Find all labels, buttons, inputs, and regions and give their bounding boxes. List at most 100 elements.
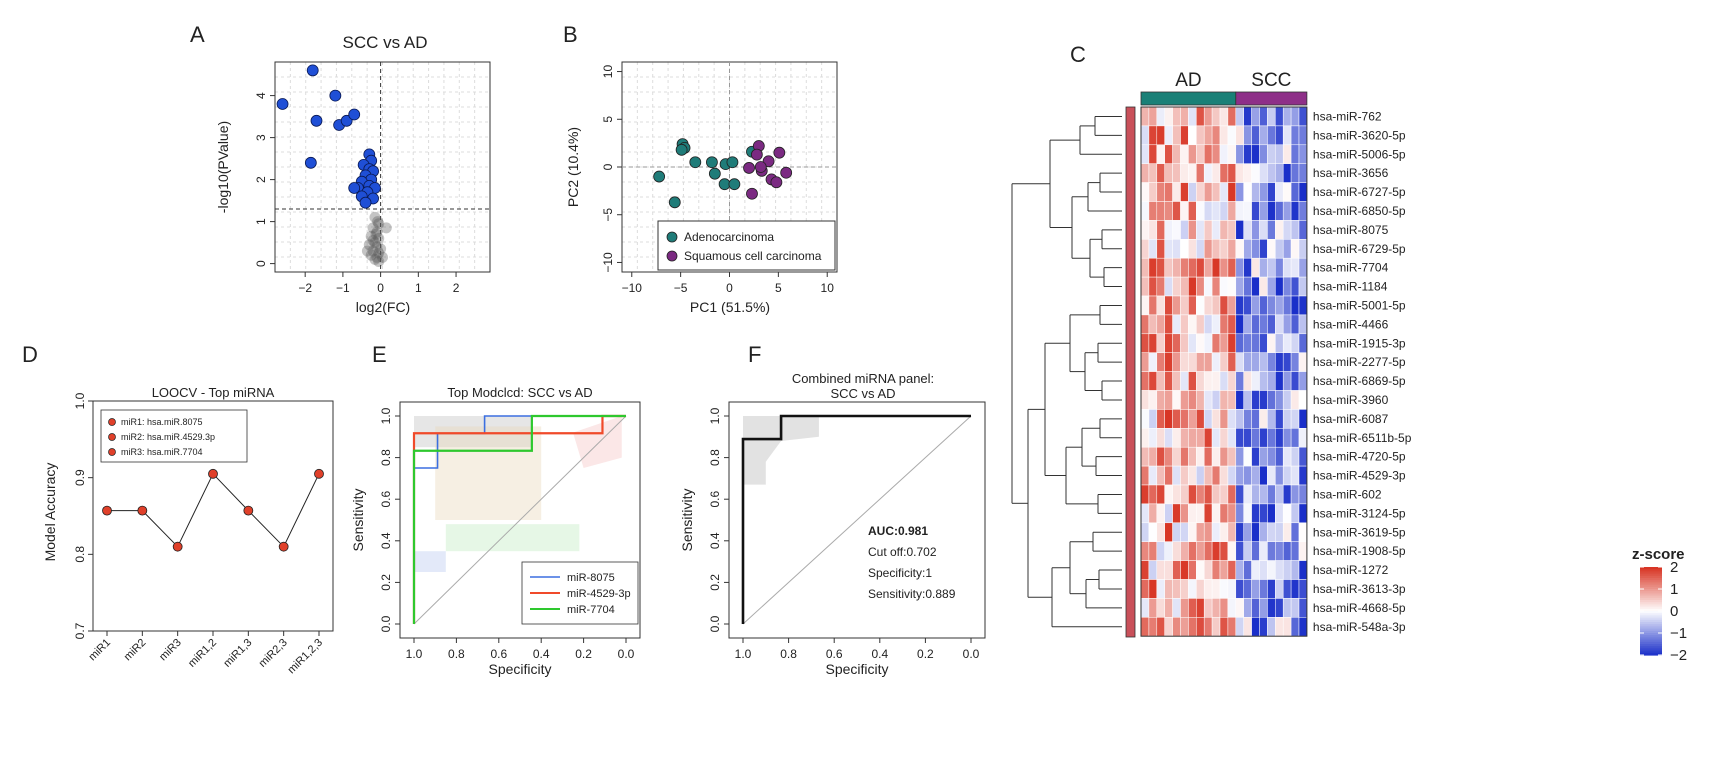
heatmap-cell: [1180, 371, 1189, 391]
heatmap-cell: [1298, 144, 1308, 164]
heatmap-cell: [1180, 125, 1189, 146]
heatmap-cell: [1180, 239, 1189, 259]
heatmap-cell: [1172, 522, 1181, 542]
volcano-point-nonsig: [369, 253, 381, 265]
heatmap-cell: [1251, 579, 1260, 599]
heatmap-cell: [1196, 503, 1205, 524]
volcano-ytick-label: 2: [254, 176, 268, 183]
heatmap-cell: [1227, 276, 1237, 297]
heatmap-cell: [1156, 522, 1165, 542]
heatmap-cell: [1298, 295, 1308, 316]
heatmap-cell: [1282, 409, 1292, 429]
heatmap-cell: [1172, 484, 1181, 505]
heatmap-cell: [1219, 617, 1229, 637]
pca-point-adenocarcinoma: [726, 156, 739, 169]
zscore-legend-tick-label: −2: [1670, 647, 1687, 664]
pca-ytick-label: −5: [601, 208, 615, 222]
heatmap-cell: [1172, 314, 1181, 335]
roc-f-xtick-label: 0.0: [963, 647, 980, 661]
heatmap-cell: [1196, 428, 1205, 448]
roc-e-legend: miR-8075 miR-4529-3p miR-7704: [521, 561, 639, 625]
roc-f-frame: [728, 401, 986, 639]
heatmap-cell: [1219, 144, 1229, 164]
heatmap-cell: [1156, 295, 1165, 316]
heatmap-cell: [1211, 617, 1221, 637]
heatmap-cell: [1203, 106, 1213, 127]
heatmap-cell: [1180, 257, 1189, 278]
heatmap-cell: [1203, 560, 1213, 580]
heatmap-cell: [1188, 390, 1197, 410]
heatmap-cell: [1180, 295, 1189, 316]
heatmap-cell: [1156, 352, 1165, 372]
heatmap-cell: [1219, 314, 1229, 335]
heatmap-cell: [1275, 352, 1284, 372]
zscore-legend-swatch: [1640, 646, 1662, 649]
roc-f-sensitivity: Sensitivity:0.889: [868, 587, 956, 601]
heatmap-cell: [1275, 106, 1284, 127]
pca-point-scc: [746, 187, 758, 200]
heatmap-cell: [1282, 371, 1292, 391]
heatmap-cell: [1227, 503, 1237, 524]
panel-letter-c: C: [1070, 42, 1086, 67]
heatmap-row-label: hsa-miR-8075: [1313, 223, 1389, 237]
heatmap-cell: [1203, 371, 1213, 391]
heatmap-cell: [1290, 257, 1300, 278]
roc-f-curve: [741, 414, 971, 624]
heatmap-cell: [1211, 390, 1221, 410]
heatmap-cell: [1235, 390, 1244, 410]
heatmap-cell: [1148, 541, 1158, 561]
heatmap-cell: [1148, 314, 1158, 335]
heatmap-cell: [1164, 465, 1173, 486]
heatmap-cell: [1227, 484, 1237, 505]
heatmap-cell: [1235, 276, 1244, 297]
heatmap-cell: [1203, 617, 1213, 637]
row-dendrogram: [1011, 115, 1122, 628]
loocv-point: [137, 505, 148, 516]
heatmap-cell: [1203, 503, 1213, 524]
heatmap-cell: [1156, 182, 1165, 202]
heatmap-cell: [1267, 465, 1276, 486]
heatmap-cell: [1211, 465, 1221, 486]
heatmap-cell: [1140, 220, 1150, 240]
heatmap-cell: [1156, 314, 1165, 335]
loocv-xtick-label: miR3: [157, 637, 184, 664]
loocv-legend-mir1: miR1: hsa.miR.8075: [121, 417, 203, 427]
heatmap-cell: [1196, 484, 1205, 505]
heatmap-cell: [1188, 484, 1197, 505]
heatmap-cell: [1227, 390, 1237, 410]
heatmap-cell: [1219, 390, 1229, 410]
heatmap-cell: [1180, 144, 1189, 164]
heatmap-cell: [1148, 125, 1158, 146]
pca-point-scc: [773, 146, 786, 159]
pca-ytick-label: 0: [601, 163, 615, 170]
zscore-legend-swatch: [1640, 633, 1662, 636]
heatmap-cell: [1140, 182, 1150, 202]
heatmap-cell: [1290, 163, 1300, 183]
heatmap-cell: [1235, 541, 1244, 561]
heatmap-cell: [1235, 371, 1244, 391]
heatmap-cell: [1227, 617, 1237, 637]
zscore-legend-swatch: [1640, 604, 1662, 608]
heatmap-cell: [1267, 295, 1276, 316]
heatmap-cell: [1196, 560, 1205, 580]
heatmap-cell: [1298, 106, 1308, 127]
heatmap-cell: [1259, 333, 1268, 353]
heatmap-cell: [1298, 314, 1308, 335]
heatmap-cell: [1290, 503, 1300, 524]
heatmap-cell: [1259, 390, 1268, 410]
roc-f-confidence-bands: [743, 416, 819, 485]
heatmap-cell: [1290, 390, 1300, 410]
heatmap-cell: [1235, 257, 1244, 278]
heatmap-cell: [1164, 220, 1173, 240]
roc-f-subtitle: SCC vs AD: [830, 386, 895, 401]
volcano-frame: [274, 61, 491, 273]
heatmap-cell: [1290, 220, 1300, 240]
roc-e-xtick-label: 0.8: [448, 647, 465, 661]
heatmap-cell: [1267, 409, 1276, 429]
heatmap-row-label: hsa-miR-2277-5p: [1313, 355, 1406, 369]
heatmap-cell: [1196, 295, 1205, 316]
heatmap-cell: [1243, 446, 1252, 467]
heatmap-cell: [1275, 617, 1284, 637]
heatmap-cell: [1203, 579, 1213, 599]
heatmap-cell: [1251, 428, 1260, 448]
